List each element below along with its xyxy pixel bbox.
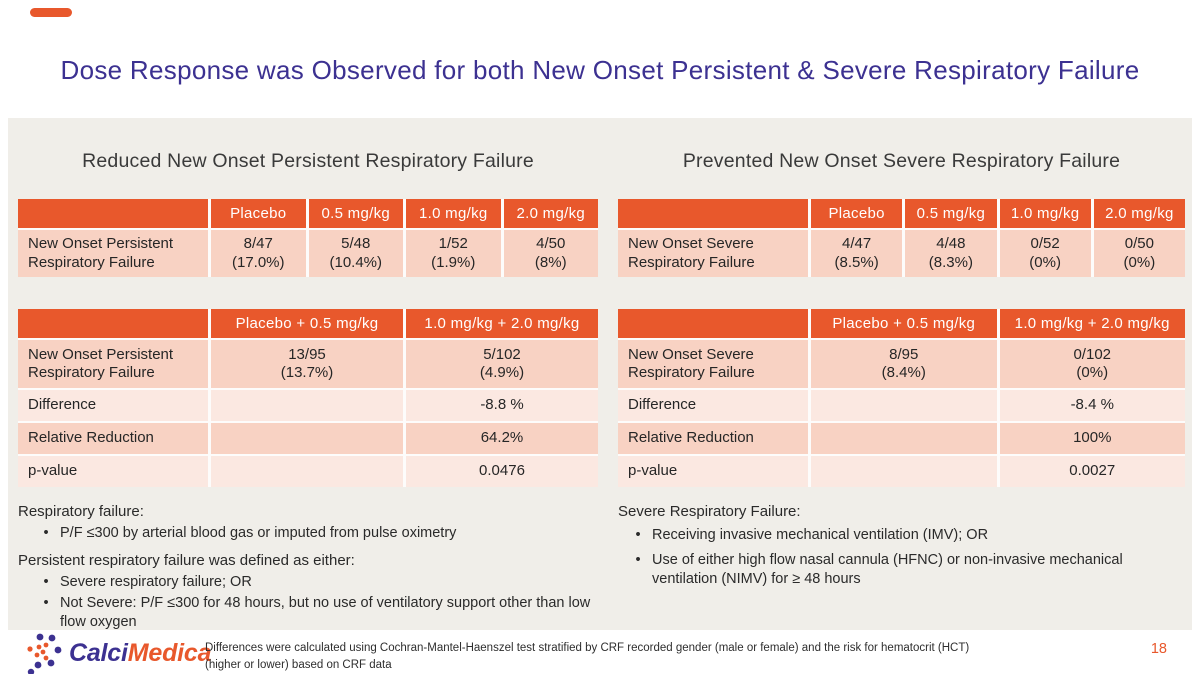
column-header-2-0mgkg: 2.0 mg/kg: [1093, 199, 1185, 228]
note-heading: Persistent respiratory failure was defin…: [18, 551, 355, 569]
table-data-cell: 0/50 (0%): [1093, 230, 1185, 277]
dose-table-severe: Placebo 0.5 mg/kg 1.0 mg/kg 2.0 mg/kg Ne…: [618, 199, 1185, 277]
column-header-1-0mgkg: 1.0 mg/kg: [406, 199, 501, 228]
table-data-cell: 4/50 (8%): [503, 230, 598, 277]
footnote-line-2: (higher or lower) based on CRF data: [205, 658, 392, 671]
row-label-p-value: p-value: [18, 456, 208, 487]
row-label-difference: Difference: [618, 390, 808, 421]
note-bullet-item: • Receiving invasive mechanical ventilat…: [618, 526, 1185, 545]
table-data-cell: 4/47 (8.5%): [811, 230, 903, 277]
table-corner-cell: [618, 199, 808, 228]
table-data-cell: 1/52 (1.9%): [406, 230, 501, 277]
bullet-icon: •: [43, 594, 49, 611]
calcimedica-logo: CalciMedica: [26, 632, 212, 674]
p-value: 0.0476: [406, 456, 598, 487]
note-heading: Severe Respiratory Failure:: [618, 503, 801, 520]
note-text: P/F ≤300 by arterial blood gas or impute…: [60, 525, 457, 541]
table-data-cell: 8/47 (17.0%): [211, 230, 306, 277]
bullet-icon: •: [635, 551, 641, 568]
row-label-cell: New Onset Severe Respiratory Failure: [618, 340, 808, 388]
difference-value: -8.4 %: [999, 390, 1185, 421]
table-data-cell: 8/95 (8.4%): [811, 340, 997, 388]
table-empty-cell: [211, 456, 403, 487]
table-corner-cell: [18, 199, 208, 228]
row-label-relative-reduction: Relative Reduction: [18, 423, 208, 454]
table-data-cell: 4/48 (8.3%): [905, 230, 997, 277]
column-header-placebo: Placebo: [211, 199, 306, 228]
note-text: Not Severe: P/F ≤300 for 48 hours, but n…: [60, 594, 591, 630]
table-empty-cell: [211, 423, 403, 454]
table-data-cell: 0/52 (0%): [999, 230, 1091, 277]
note-text: Use of either high flow nasal cannula (H…: [652, 551, 1123, 587]
bullet-icon: •: [43, 573, 49, 590]
table-empty-cell: [811, 423, 997, 454]
table-data-cell: 5/48 (10.4%): [308, 230, 403, 277]
table-empty-cell: [811, 456, 997, 487]
statistics-footnote: Differences were calculated using Cochra…: [205, 640, 1015, 673]
bullet-icon: •: [43, 525, 49, 541]
content-panel: Reduced New Onset Persistent Respiratory…: [8, 118, 1192, 630]
column-header-pooled-control: Placebo + 0.5 mg/kg: [211, 309, 403, 338]
note-bullet-item: • P/F ≤300 by arterial blood gas or impu…: [18, 524, 598, 543]
bullet-icon: •: [635, 527, 641, 543]
relative-reduction-value: 100%: [999, 423, 1185, 454]
relative-reduction-value: 64.2%: [406, 423, 598, 454]
section-title-severe: Prevented New Onset Severe Respiratory F…: [682, 150, 1121, 172]
note-bullet-item: • Severe respiratory failure; OR: [18, 573, 598, 592]
row-label-relative-reduction: Relative Reduction: [618, 423, 808, 454]
logo-wordmark: CalciMedica: [69, 638, 212, 668]
definition-notes-severe: Severe Respiratory Failure: • Receiving …: [618, 503, 1185, 595]
slide-footer: CalciMedica Differences were calculated …: [0, 630, 1200, 675]
column-header-pooled-treated: 1.0 mg/kg + 2.0 mg/kg: [999, 309, 1185, 338]
logo-text-medica: Medica: [127, 638, 212, 667]
table-corner-cell: [618, 309, 808, 338]
note-bullet-item: • Not Severe: P/F ≤300 for 48 hours, but…: [18, 594, 598, 632]
column-header-pooled-treated: 1.0 mg/kg + 2.0 mg/kg: [406, 309, 598, 338]
difference-value: -8.8 %: [406, 390, 598, 421]
calcimedica-logo-icon: [27, 633, 62, 674]
pooled-table-severe: Placebo + 0.5 mg/kg 1.0 mg/kg + 2.0 mg/k…: [618, 309, 1185, 487]
pooled-table-persistent: Placebo + 0.5 mg/kg 1.0 mg/kg + 2.0 mg/k…: [18, 309, 598, 487]
note-heading: Respiratory failure:: [18, 503, 144, 520]
persistent-rf-section: Reduced New Onset Persistent Respiratory…: [18, 118, 598, 630]
column-header-pooled-control: Placebo + 0.5 mg/kg: [811, 309, 997, 338]
section-title-persistent: Reduced New Onset Persistent Respiratory…: [82, 150, 534, 172]
column-header-2-0mgkg: 2.0 mg/kg: [503, 199, 598, 228]
table-data-cell: 0/102 (0%): [999, 340, 1185, 388]
p-value: 0.0027: [999, 456, 1185, 487]
column-header-1-0mgkg: 1.0 mg/kg: [999, 199, 1091, 228]
row-label-cell: New Onset Persistent Respiratory Failure: [18, 230, 208, 277]
table-empty-cell: [211, 390, 403, 421]
accent-dash: [30, 8, 72, 17]
page-number: 18: [1150, 641, 1167, 657]
table-empty-cell: [811, 390, 997, 421]
severe-rf-section: Prevented New Onset Severe Respiratory F…: [618, 118, 1185, 630]
note-bullet-item: • Use of either high flow nasal cannula …: [618, 551, 1185, 589]
row-label-difference: Difference: [18, 390, 208, 421]
table-data-cell: 5/102 (4.9%): [406, 340, 598, 388]
dose-table-persistent: Placebo 0.5 mg/kg 1.0 mg/kg 2.0 mg/kg Ne…: [18, 199, 598, 277]
row-label-cell: New Onset Persistent Respiratory Failure: [18, 340, 208, 388]
logo-text-calci: Calci: [69, 638, 128, 667]
slide-title: Dose Response was Observed for both New …: [60, 55, 1140, 85]
column-header-0-5mgkg: 0.5 mg/kg: [308, 199, 403, 228]
note-text: Receiving invasive mechanical ventilatio…: [652, 527, 989, 543]
column-header-placebo: Placebo: [811, 199, 903, 228]
column-header-0-5mgkg: 0.5 mg/kg: [905, 199, 997, 228]
definition-notes-persistent: Respiratory failure: • P/F ≤300 by arter…: [18, 503, 598, 633]
footnote-line-1: Differences were calculated using Cochra…: [205, 642, 970, 654]
table-corner-cell: [18, 309, 208, 338]
note-text: Severe respiratory failure; OR: [60, 573, 252, 590]
row-label-cell: New Onset Severe Respiratory Failure: [618, 230, 808, 277]
table-data-cell: 13/95 (13.7%): [211, 340, 403, 388]
row-label-p-value: p-value: [618, 456, 808, 487]
